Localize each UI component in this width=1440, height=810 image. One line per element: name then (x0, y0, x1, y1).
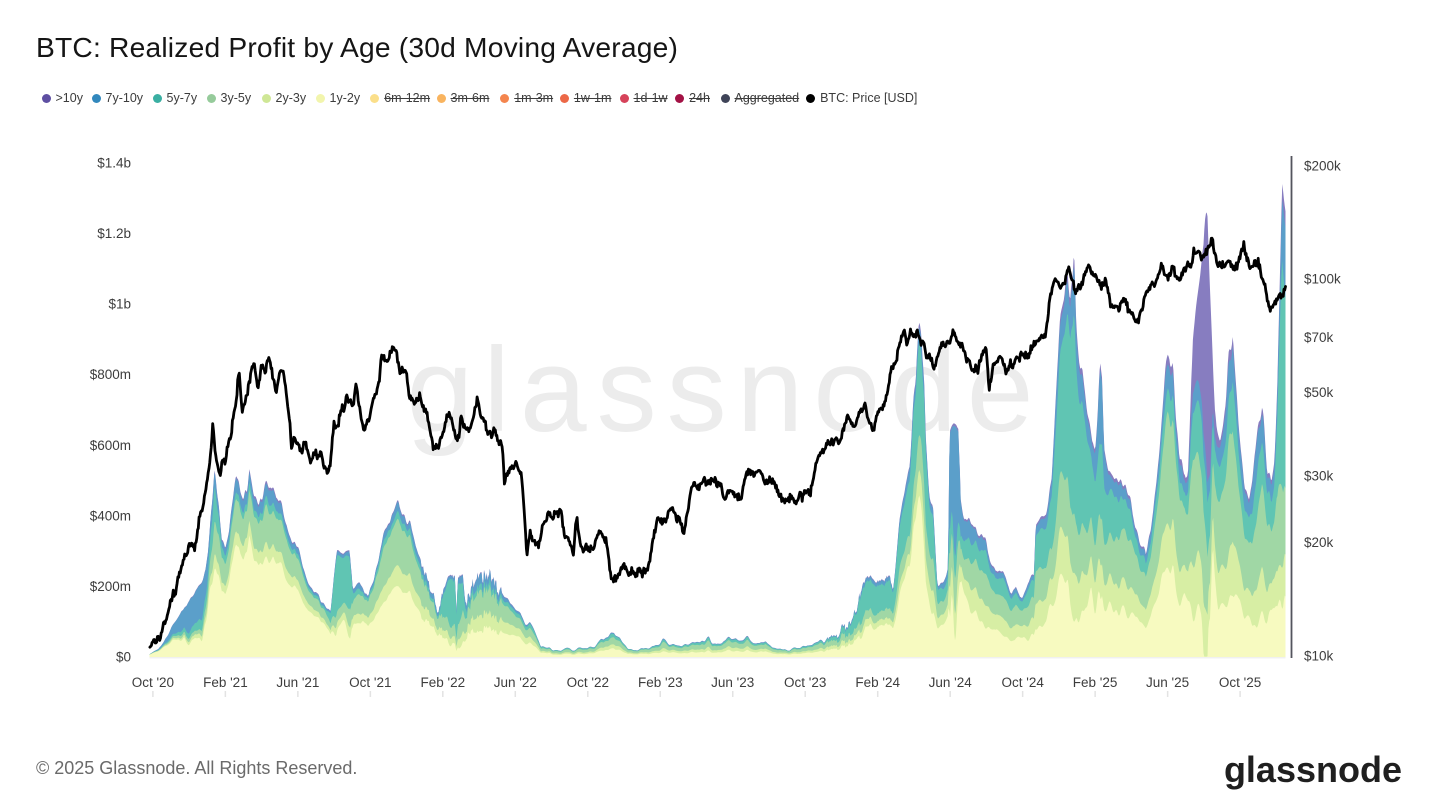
svg-text:$10k: $10k (1304, 649, 1334, 664)
svg-text:$100k: $100k (1304, 272, 1341, 287)
svg-text:Jun '25: Jun '25 (1146, 675, 1189, 690)
svg-text:$70k: $70k (1304, 330, 1334, 345)
svg-text:$1.4b: $1.4b (97, 156, 131, 171)
svg-text:$0: $0 (116, 650, 131, 665)
svg-text:Jun '21: Jun '21 (276, 675, 319, 690)
svg-text:$400m: $400m (90, 508, 131, 523)
svg-text:Feb '24: Feb '24 (855, 675, 900, 690)
svg-text:Jun '23: Jun '23 (711, 675, 754, 690)
svg-text:$1b: $1b (108, 297, 131, 312)
svg-text:$800m: $800m (90, 367, 131, 382)
svg-text:$600m: $600m (90, 438, 131, 453)
svg-text:$20k: $20k (1304, 535, 1334, 550)
svg-text:Feb '21: Feb '21 (203, 675, 248, 690)
svg-text:$1.2b: $1.2b (97, 226, 131, 241)
svg-text:Oct '25: Oct '25 (1219, 675, 1261, 690)
svg-text:Jun '24: Jun '24 (929, 675, 973, 690)
svg-text:Oct '23: Oct '23 (784, 675, 826, 690)
svg-text:Feb '23: Feb '23 (638, 675, 683, 690)
svg-text:Feb '22: Feb '22 (420, 675, 465, 690)
svg-text:Oct '20: Oct '20 (132, 675, 174, 690)
svg-text:Feb '25: Feb '25 (1073, 675, 1118, 690)
svg-text:Jun '22: Jun '22 (494, 675, 537, 690)
svg-text:$200m: $200m (90, 579, 131, 594)
svg-text:Oct '21: Oct '21 (349, 675, 391, 690)
svg-text:Oct '24: Oct '24 (1002, 675, 1045, 690)
svg-text:Oct '22: Oct '22 (567, 675, 609, 690)
svg-text:$30k: $30k (1304, 469, 1334, 484)
svg-text:$50k: $50k (1304, 385, 1334, 400)
svg-text:$200k: $200k (1304, 158, 1341, 173)
